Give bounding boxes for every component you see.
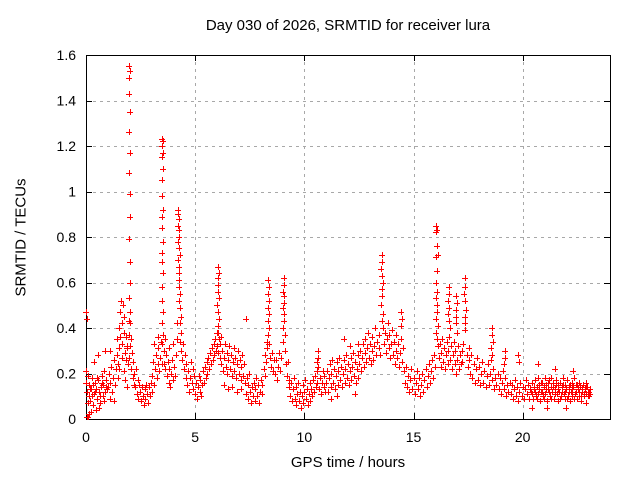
y-tick-label: 1.4	[57, 93, 77, 109]
x-tick-label: 20	[515, 429, 531, 445]
y-tick-label: 1.6	[57, 47, 77, 63]
y-tick-label: 0	[68, 411, 76, 427]
chart-title: Day 030 of 2026, SRMTID for receiver lur…	[205, 17, 491, 34]
y-tick-label: 1.2	[57, 138, 77, 154]
x-tick-label: 5	[191, 429, 199, 445]
y-tick-label: 0.4	[57, 320, 77, 336]
x-tick-label: 10	[297, 429, 313, 445]
x-tick-labels: 0 5 10 15 20	[82, 429, 531, 445]
y-tick-label: 1	[68, 184, 76, 200]
y-tick-labels: 0 0.2 0.4 0.6 0.8 1 1.2 1.4 1.6	[57, 47, 77, 427]
y-tick-label: 0.8	[57, 229, 77, 245]
x-tick-label: 0	[82, 429, 90, 445]
y-tick-label: 0.2	[57, 366, 77, 382]
y-tick-label: 0.6	[57, 275, 77, 291]
x-tick-label: 15	[406, 429, 422, 445]
x-axis-label: GPS time / hours	[290, 454, 406, 471]
data-points	[83, 63, 593, 420]
grid-lines	[86, 55, 610, 419]
